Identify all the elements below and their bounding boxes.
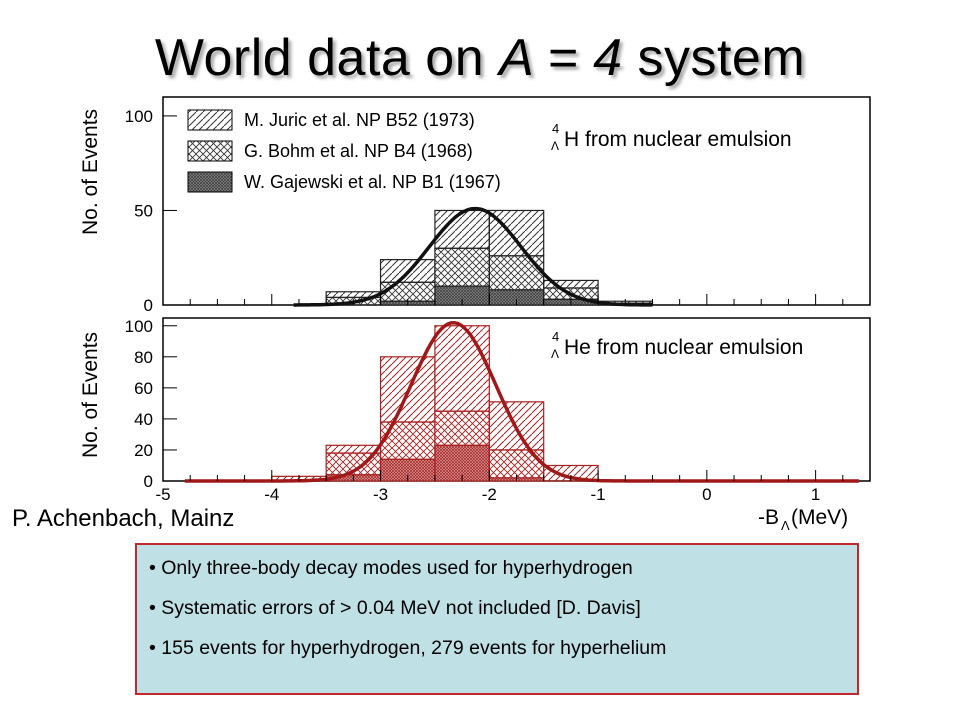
- y-tick-label: 20: [134, 441, 153, 460]
- top-legend: M. Juric et al. NP B52 (1973) G. Bohm et…: [187, 109, 501, 193]
- x-tick-label: -2: [482, 485, 497, 504]
- x-axis-label: -B Λ (MeV): [758, 506, 848, 533]
- top-y-axis-label: No. of Events: [79, 109, 102, 235]
- bar-cross: [488, 255, 545, 291]
- x-tick-label: -1: [591, 485, 606, 504]
- y-tick-label: 80: [134, 348, 153, 367]
- bar-cross: [434, 247, 490, 287]
- y-tick-label: 100: [125, 317, 153, 336]
- top-label-rest: from nuclear emulsion: [579, 128, 791, 151]
- slide-title: World data on A = 4 system: [0, 28, 960, 88]
- legend-label-juric: M. Juric et al. NP B52 (1973): [244, 110, 475, 130]
- y-tick-label: 40: [134, 410, 153, 429]
- title-part-italic: A = 4: [499, 29, 623, 87]
- note-item: 155 events for hyperhydrogen, 279 events…: [149, 637, 857, 660]
- bar-cross: [379, 281, 436, 302]
- x-tick-label: -4: [264, 485, 279, 504]
- notes-box: Only three-body decay modes used for hyp…: [135, 543, 859, 695]
- y-tick-label: 60: [134, 379, 153, 398]
- bar-cross: [379, 421, 436, 460]
- bar-hatch: [543, 279, 599, 289]
- bar-hatch: [434, 325, 490, 412]
- note-item: Only three-body decay modes used for hyp…: [149, 557, 857, 580]
- x-tick-label: 1: [811, 485, 820, 504]
- bar-hatch: [325, 444, 382, 454]
- legend-label-gajewski: W. Gajewski et al. NP B1 (1967): [244, 172, 501, 192]
- y-tick-label: 50: [134, 201, 153, 220]
- top-nucleus-text: H from nuclear emulsion: [564, 128, 792, 151]
- title-part-1: World data on: [154, 29, 500, 87]
- bottom-y-axis-label: No. of Events: [79, 332, 102, 458]
- note-item: Systematic errors of > 0.04 MeV not incl…: [149, 597, 857, 620]
- title-part-3: system: [622, 29, 806, 87]
- bottom-mass-number: 4: [552, 329, 559, 344]
- bottom-gaussian-fit: [184, 320, 860, 483]
- bottom-label-rest: from nuclear emulsion: [591, 336, 803, 359]
- legend-swatch-juric: [187, 109, 233, 131]
- bottom-lambda-subscript: Λ: [551, 347, 559, 361]
- x-tick-label: -3: [373, 485, 388, 504]
- legend-swatch-bohm: [187, 140, 233, 162]
- bottom-panel-label: 4 Λ He from nuclear emulsion: [551, 329, 803, 361]
- top-panel-label: 4 Λ H from nuclear emulsion: [551, 121, 792, 153]
- bottom-nucleus-text: He from nuclear emulsion: [564, 336, 803, 359]
- x-axis-label-sub: Λ: [781, 518, 790, 533]
- x-tick-label: 0: [702, 485, 711, 504]
- y-tick-label: 0: [144, 472, 153, 491]
- x-axis-label-main: -B: [758, 506, 779, 529]
- top-mass-number: 4: [552, 121, 559, 136]
- legend-swatch-gajewski: [187, 171, 233, 193]
- top-element: H: [564, 128, 579, 151]
- y-tick-label: 0: [144, 296, 153, 315]
- x-tick-label: -5: [155, 485, 170, 504]
- hyperhydrogen-panel: 0 50 100 No. of Events M. Juric et al. NP …: [79, 96, 871, 315]
- top-lambda-subscript: Λ: [551, 139, 559, 153]
- legend-label-bohm: G. Bohm et al. NP B4 (1968): [244, 141, 473, 161]
- author-credit: P. Achenbach, Mainz: [12, 505, 235, 532]
- bar-cross: [434, 410, 490, 446]
- y-tick-label: 100: [125, 107, 153, 126]
- x-axis-label-unit: (MeV): [791, 506, 848, 529]
- bottom-element: He: [564, 336, 591, 359]
